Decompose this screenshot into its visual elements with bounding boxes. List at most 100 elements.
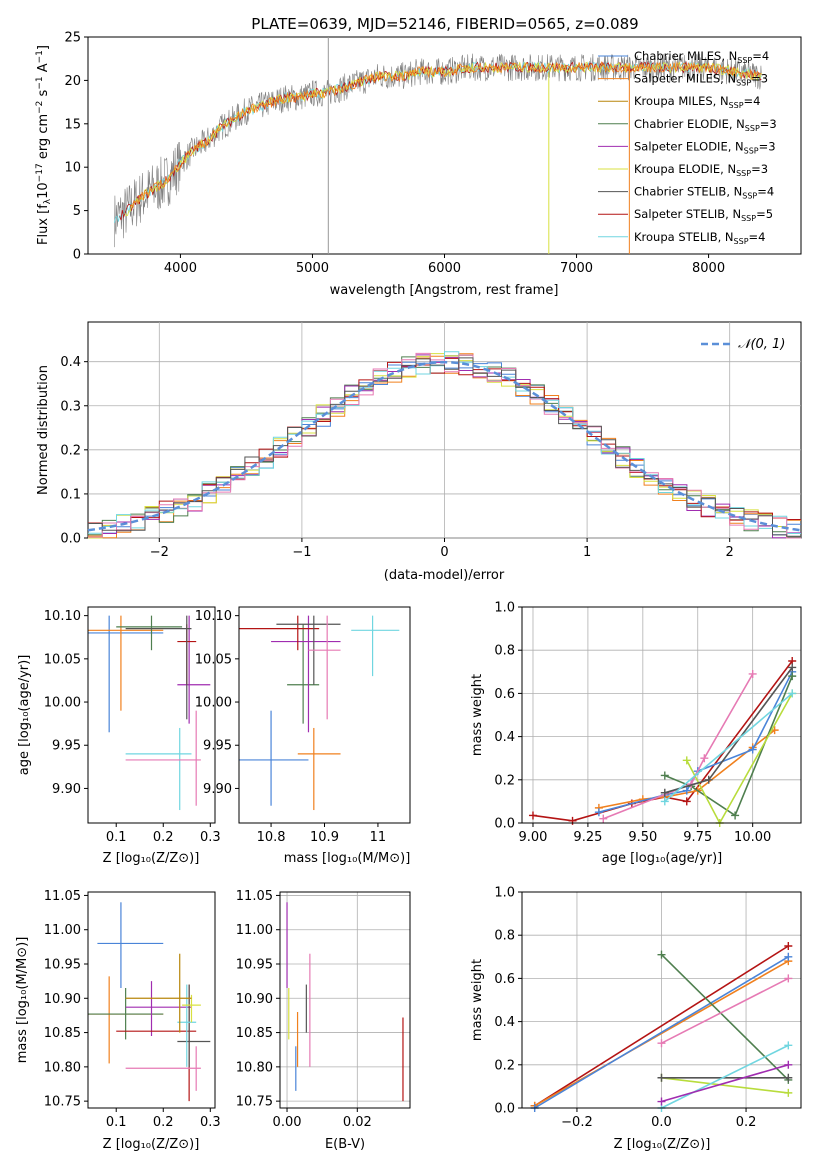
axis-label: Z [log₁₀(Z/Z⊙)] [103,851,200,866]
y-tick-label: 10.05 [195,652,232,667]
mass-vs-z-panel: 0.1 0.2 0.3 10.75 10.80 10.85 10.90 10.95 11.00 1… [15,889,221,1152]
x-tick-label: 0.3 [200,830,221,845]
y-tick-label: 0.8 [494,929,515,944]
axes-frame [521,606,802,824]
weight-marker [748,669,757,678]
weight-marker [657,1097,666,1106]
y-tick-label: 0.0 [494,1102,515,1117]
y-tick-label: 10.00 [44,696,81,711]
x-tick-label: 0.2 [736,1115,757,1130]
weight-series [661,1077,789,1094]
y-tick-label: 10.90 [236,992,273,1007]
x-tick-label: 10.00 [734,830,771,845]
x-tick-label: 0.02 [343,1115,372,1130]
weight-marker [784,1073,793,1082]
age-vs-z-panel: 0.1 0.2 0.3 9.90 9.95 10.00 10.05 10.10 Z [log₁₀… [17,606,221,866]
y-tick-label: 0.3 [60,399,81,414]
weight-series [661,1064,789,1103]
histogram-series [88,351,801,534]
x-tick-label: 6000 [428,261,461,276]
mass-vs-ebv-panel: 0.00 0.02 10.75 10.80 10.85 10.90 10.95 11.00 11… [236,889,411,1152]
y-tick-label: 0.6 [494,972,515,987]
y-tick-label: 20 [64,74,81,89]
x-tick-label: 0.3 [200,1115,221,1130]
y-tick-label: 10.75 [236,1095,273,1110]
y-tick-label: 10.75 [44,1095,81,1110]
legend-label: Salpeter MILES, NSSP=3 [634,72,768,88]
y-tick-label: 10.95 [236,958,273,973]
x-tick-label: −1 [292,545,311,560]
x-tick-label: 9.00 [519,830,548,845]
weight-marker [784,1041,793,1050]
x-tick-label: 9.25 [573,830,602,845]
weight-marker [660,797,669,806]
axes-frame [238,606,411,824]
y-tick-label: 0.4 [494,1015,515,1030]
y-tick-label: 9.95 [203,739,232,754]
legend-label: Kroupa STELIB, NSSP=4 [634,230,765,246]
x-tick-label: 9.50 [628,830,657,845]
spectrum-ylabel: Flux [fλ10−17 erg cm−2 s−1 A−1] [35,45,53,245]
weight-marker [788,663,797,672]
y-tick-label: 25 [64,31,81,46]
axes-frame [87,606,216,824]
legend-label: Chabrier MILES, NSSP=4 [634,49,769,65]
legend-normal-label: 𝒩(0, 1) [738,337,785,352]
weight-marker [682,756,691,765]
weight-marker [788,672,797,681]
residual-ylabel: Normed distribution [36,365,51,495]
x-tick-label: 9.75 [683,830,712,845]
axis-label: age [log₁₀(age/yr)] [602,851,723,866]
weight-series [661,977,789,1044]
y-tick-label: 0 [73,248,81,263]
weight-marker [682,797,691,806]
weight-series [534,960,789,1107]
weight-marker [700,754,709,763]
y-tick-label: 10.05 [44,652,81,667]
axis-label: mass [log₁₀(M/M⊙)] [284,851,411,866]
x-tick-label: 4000 [164,261,197,276]
spectrum-panel: 4000 5000 6000 7000 8000 0 5 10 15 20 25 wavelengt… [35,31,802,298]
x-tick-label: 10.9 [310,830,339,845]
y-tick-label: 10.95 [44,958,81,973]
y-tick-label: 11.00 [236,923,273,938]
weight-marker [704,775,713,784]
y-tick-label: 9.95 [52,739,81,754]
weight-series [534,956,789,1109]
weight-series [598,729,776,809]
x-tick-label: 0.0 [651,1115,672,1130]
normal-curve [87,360,802,532]
y-tick-label: 11.05 [236,889,273,904]
y-tick-label: 10.10 [44,609,81,624]
legend-label: Salpeter ELODIE, NSSP=3 [634,139,776,155]
x-tick-label: 10.8 [257,830,286,845]
weight-marker [599,814,608,823]
y-tick-label: 0.1 [60,487,81,502]
residual-legend: 𝒩(0, 1) [701,337,785,352]
weight-marker [657,950,666,959]
weight-marker [657,1073,666,1082]
x-tick-label: 11 [370,830,387,845]
y-tick-label: 10.85 [236,1026,273,1041]
page-title: PLATE=0639, MJD=52146, FIBERID=0565, z=0… [251,15,638,33]
axis-label: mass weight [470,674,485,756]
weight-marker [660,771,669,780]
weight-series [534,945,789,1107]
residual-panel: −2 −1 0 1 2 0.0 0.1 0.2 0.3 0.4 (data-model)/erro… [36,321,802,583]
y-tick-label: 9.90 [52,782,81,797]
residual-xlabel: (data-model)/error [384,568,505,583]
x-tick-label: 0.1 [106,830,127,845]
y-tick-label: 10 [64,161,81,176]
x-tick-label: 1 [583,545,591,560]
weight-marker [568,816,577,825]
weight-marker [784,1060,793,1069]
axes-frame [87,891,216,1109]
y-tick-label: 0.2 [60,443,81,458]
age-vs-mass-panel: 10.8 10.9 11 9.90 9.95 10.00 10.05 10.10 mass [l… [195,606,411,866]
weight-vs-z-panel: −0.2 0.0 0.2 0.0 0.2 0.4 0.6 0.8 1.0 Z [log₁₀(Z/Z… [470,886,802,1152]
weight-marker [788,689,797,698]
y-tick-label: 0.4 [60,355,81,370]
y-tick-label: 10.85 [44,1026,81,1041]
weight-marker [784,942,793,950]
